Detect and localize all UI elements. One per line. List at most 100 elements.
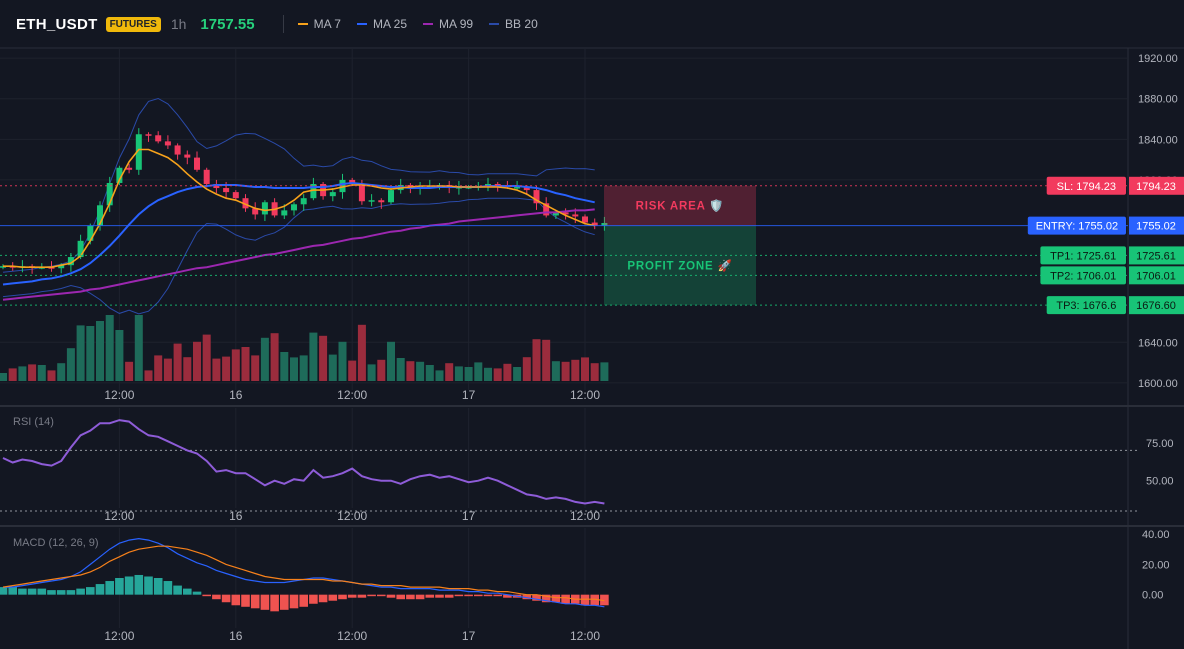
level-price-label: 1725.61 [1136, 250, 1176, 262]
macd-histogram-bar [532, 594, 541, 601]
volume-bar [600, 362, 609, 381]
volume-bar [183, 357, 192, 381]
price-time-label: 17 [462, 388, 476, 402]
volume-bar [163, 358, 172, 381]
candle-body [349, 179, 356, 184]
candle-body [388, 190, 394, 203]
candle-body [145, 134, 152, 136]
symbol-name[interactable]: ETH_USDT [16, 15, 98, 33]
candle-body [194, 157, 200, 170]
candle-body [562, 212, 569, 215]
level-tag [1046, 176, 1126, 195]
volume-bar [416, 361, 425, 381]
candle-body [300, 198, 307, 205]
volume-bar [435, 370, 444, 381]
level-tag [1040, 266, 1126, 285]
macd-histogram-bar [318, 594, 328, 603]
volume-bar [532, 339, 541, 381]
macd-histogram-bar [241, 594, 250, 607]
macd-histogram-bar [406, 594, 415, 600]
legend-bb20[interactable]: BB 20 [489, 17, 538, 31]
macd-histogram-bar [212, 594, 221, 600]
macd-histogram-bar [493, 594, 502, 597]
volume-bar [474, 362, 483, 381]
timeframe-label[interactable]: 1h [170, 16, 187, 32]
macd-histogram-bar [260, 594, 270, 610]
macd-histogram-bar [522, 594, 532, 600]
macd-histogram-bar [367, 594, 376, 597]
price-time-label: 12:00 [104, 388, 134, 402]
macd-histogram-bar [328, 594, 338, 601]
macd-histogram-bar [27, 588, 37, 595]
candle-body [368, 200, 375, 202]
legend-ma25[interactable]: MA 25 [356, 17, 407, 31]
candle-body [252, 208, 259, 215]
rsi-title: RSI (14) [13, 416, 54, 428]
macd-histogram-bar [600, 594, 609, 606]
macd-histogram-bar [221, 594, 231, 603]
legend-bb20-label: BB 20 [505, 17, 538, 31]
candle-body [174, 145, 181, 155]
volume-bar [115, 330, 124, 381]
legend-ma7[interactable]: MA 7 [297, 17, 341, 31]
price-axis: 1920.001880.001840.001800.001640.001600.… [0, 53, 1178, 390]
volume-bar [551, 361, 560, 381]
macd-histogram-bar [37, 588, 47, 595]
candle-body [106, 182, 113, 206]
volume-bar [193, 341, 201, 381]
macd-histogram-bar [134, 574, 144, 595]
level-tp1: TP1: 1725.61 1725.61 [0, 246, 1184, 265]
rsi-time-label: 17 [462, 509, 476, 523]
level-price-tag [1129, 176, 1184, 195]
macd-histogram-bar [0, 587, 8, 595]
last-price: 1757.55 [200, 15, 255, 33]
macd-histogram-bar [66, 590, 76, 595]
volume-bar [280, 352, 289, 381]
volume-bar [513, 367, 522, 381]
volume-bar [154, 355, 163, 381]
macd-histogram-bar [153, 578, 163, 595]
bb-lower-line [2, 197, 595, 315]
candle-body [281, 210, 288, 216]
macd-histogram-bar [386, 594, 396, 598]
level-tag-label: TP2: 1706.01 [1050, 270, 1116, 282]
volume-bar [387, 341, 395, 381]
macd-histogram-bar [474, 594, 483, 597]
macd-histogram-bar [580, 594, 590, 606]
legend-ma99[interactable]: MA 99 [423, 17, 473, 31]
volume-bar [484, 367, 492, 381]
macd-histogram-bar [454, 594, 464, 597]
macd-histogram-bar [8, 587, 17, 595]
volume-bar [231, 349, 240, 381]
candle-body [164, 141, 171, 146]
volume-bar [125, 361, 134, 381]
zone-label: PROFIT ZONE 🚀 [627, 258, 732, 272]
macd-time-label: 12:00 [104, 629, 134, 643]
volume-bar [581, 357, 589, 381]
volume-bar [571, 359, 580, 381]
macd-histogram-bar [444, 594, 454, 598]
candle-body [97, 205, 103, 226]
candle-body [67, 257, 74, 266]
macd-histogram-bar [357, 594, 367, 598]
macd-time-axis: 12:00 16 12:00 17 12:00 [104, 528, 600, 643]
rsi-tick-label: 75.00 [1146, 438, 1174, 450]
volume-bar [28, 364, 37, 381]
price-tick-label: 1640.00 [1138, 337, 1178, 349]
volume-bar [522, 357, 531, 381]
ma99-line [2, 208, 595, 301]
legend-bb20-swatch [489, 23, 500, 25]
macd-histogram-bar [590, 594, 599, 606]
candle-body [232, 192, 239, 199]
price-tick-label: 1880.00 [1138, 94, 1178, 106]
rsi-time-label: 12:00 [104, 509, 134, 523]
macd-histogram-bar [124, 576, 134, 595]
macd-time-label: 12:00 [337, 629, 367, 643]
macd-histogram-bar [202, 594, 211, 597]
legend-ma25-swatch [356, 23, 367, 25]
volume-bar [251, 355, 260, 381]
level-price-label: 1755.02 [1136, 221, 1176, 233]
volume-bar [105, 315, 114, 381]
level-price-label: 1706.01 [1136, 270, 1176, 282]
